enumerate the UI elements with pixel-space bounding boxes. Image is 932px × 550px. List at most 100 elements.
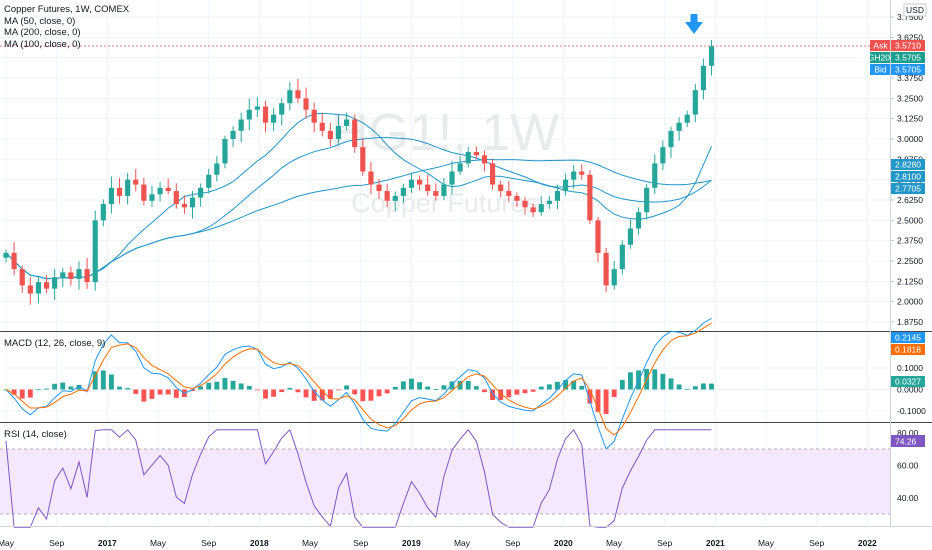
macd-histogram-bar bbox=[214, 381, 220, 390]
candle-body bbox=[595, 220, 601, 253]
candle-body bbox=[416, 179, 423, 185]
candle-body bbox=[303, 98, 309, 110]
macd-histogram-bar bbox=[376, 389, 382, 397]
badge-value: 3.5705 bbox=[895, 65, 921, 75]
ma-value-bg bbox=[891, 171, 925, 182]
rsi-pane[interactable] bbox=[0, 428, 890, 528]
macd-histogram-bar bbox=[603, 389, 609, 414]
macd-value: 0.2145 bbox=[895, 333, 921, 343]
macd-histogram-bar bbox=[709, 383, 714, 390]
macd-histogram-bar bbox=[417, 382, 423, 390]
badge-label-bg bbox=[870, 52, 891, 63]
badge-label: Bid bbox=[874, 65, 887, 75]
candle-body bbox=[676, 122, 682, 131]
legend-ma-200[interactable]: MA (200, close, 0) bbox=[4, 27, 81, 38]
price-pane[interactable]: HG1!, 1W Copper Futures bbox=[0, 0, 890, 526]
legend-ma-50[interactable]: MA (50, close, 0) bbox=[4, 15, 76, 27]
macd-histogram-bar bbox=[457, 381, 463, 390]
macd-histogram-bar bbox=[230, 380, 236, 390]
candle-body bbox=[181, 204, 188, 208]
macd-histogram-bar bbox=[433, 389, 439, 390]
badge-value-bg bbox=[891, 40, 925, 51]
macd-legend[interactable]: MACD (12, 26, close, 9) bbox=[4, 338, 106, 349]
candle-body bbox=[603, 252, 609, 286]
ma-value-labels: 2.8280 2.8100 2.7705 bbox=[891, 159, 925, 194]
macd-histogram-bar bbox=[473, 386, 479, 390]
candle-body bbox=[222, 139, 228, 164]
macd-value-bg bbox=[891, 344, 925, 355]
macd-histogram-bar bbox=[409, 378, 414, 390]
candle-body bbox=[384, 191, 390, 201]
macd-histogram-bar bbox=[44, 388, 49, 390]
macd-histogram-bar bbox=[311, 389, 317, 401]
price-tick-label: 3.3750 bbox=[897, 73, 923, 83]
candle-body bbox=[287, 90, 293, 104]
candle-body bbox=[425, 184, 431, 192]
macd-histogram-bar bbox=[295, 389, 301, 393]
candle-body bbox=[506, 191, 512, 196]
time-axis[interactable]: May Sep 2017 May Sep 2018 May Sep 2019 May Sep 2020… bbox=[0, 538, 877, 548]
candle-body bbox=[133, 179, 139, 185]
candle-body bbox=[498, 184, 504, 192]
price-tick-label: 2.5000 bbox=[897, 215, 923, 225]
watermark-symbol: HG1!, 1W bbox=[331, 104, 559, 162]
time-tick-label: 2018 bbox=[250, 538, 269, 548]
macd-histogram-bar bbox=[198, 386, 204, 390]
candle-body bbox=[60, 272, 66, 278]
rsi-band bbox=[0, 449, 890, 514]
macd-histogram-bar bbox=[60, 382, 66, 390]
macd-histogram-bar bbox=[482, 389, 487, 393]
candle-body bbox=[43, 282, 50, 289]
rsi-legend[interactable]: RSI (14, close) bbox=[4, 429, 67, 440]
macd-histogram-bar bbox=[36, 389, 41, 391]
candle-body bbox=[295, 90, 301, 99]
time-tick-label: Sep bbox=[353, 538, 368, 548]
macd-histogram-bar bbox=[441, 385, 447, 390]
price-tick-label: 2.6250 bbox=[897, 195, 923, 205]
candle-body bbox=[546, 200, 552, 205]
candle-body bbox=[238, 119, 244, 131]
macd-histogram-bar bbox=[263, 389, 268, 399]
macd-histogram-bar bbox=[319, 389, 325, 401]
candle-body bbox=[19, 269, 25, 286]
macd-histogram-bar bbox=[117, 386, 122, 390]
macd-histogram-bar bbox=[133, 389, 139, 394]
macd-histogram-bar bbox=[344, 385, 350, 390]
macd-histogram-bar bbox=[206, 382, 212, 390]
badge-value-bg bbox=[891, 52, 925, 63]
legend-ma-100[interactable]: MA (100, close, 0) bbox=[4, 38, 81, 50]
legend-symbol[interactable]: Copper Futures, 1W, COMEX bbox=[4, 4, 130, 15]
macd-histogram-bar bbox=[68, 386, 74, 390]
macd-histogram-bar bbox=[108, 374, 114, 390]
main-legend[interactable]: Copper Futures, 1W, COMEX MA (50, close,… bbox=[4, 4, 129, 50]
macd-histogram-bar bbox=[165, 389, 171, 395]
macd-histogram-bar bbox=[490, 389, 496, 400]
candle-body bbox=[522, 200, 528, 208]
macd-value-labels: 0.2145 0.1818 0.0327 bbox=[891, 332, 925, 387]
price-tick-label: 2.3750 bbox=[897, 236, 923, 246]
rsi-value-text: 74.26 bbox=[895, 437, 917, 447]
macd-axis: 0.1000 0.0000 -0.1000 bbox=[897, 363, 926, 416]
macd-histogram-bar bbox=[327, 389, 333, 399]
macd-pane[interactable] bbox=[0, 317, 890, 450]
time-tick-label: 2022 bbox=[858, 538, 877, 548]
price-tick-label: 1.8750 bbox=[897, 317, 923, 327]
rsi-tick-label: 80.00 bbox=[897, 428, 919, 438]
macd-histogram-bar bbox=[360, 389, 366, 402]
macd-histogram-bar bbox=[595, 389, 601, 412]
candle-body bbox=[538, 204, 544, 213]
candle-body bbox=[619, 244, 625, 270]
candle-body bbox=[262, 106, 269, 123]
time-tick-label: Sep bbox=[657, 538, 672, 548]
candle-body bbox=[335, 125, 342, 139]
price-tick-label: 3.6250 bbox=[897, 32, 923, 42]
candle-body bbox=[571, 171, 577, 180]
macd-histogram-bar bbox=[246, 385, 252, 390]
ma-value: 2.7705 bbox=[895, 184, 921, 194]
ma-line-50 bbox=[5, 112, 712, 280]
macd-histogram-bar bbox=[336, 389, 341, 391]
candle-body bbox=[441, 184, 447, 196]
candle-body bbox=[230, 130, 236, 139]
